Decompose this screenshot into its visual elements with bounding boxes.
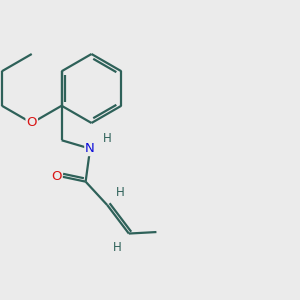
Text: O: O: [51, 170, 62, 183]
Text: H: H: [113, 242, 122, 254]
Text: H: H: [116, 186, 125, 199]
Text: N: N: [85, 142, 95, 155]
Text: O: O: [26, 116, 37, 130]
Text: H: H: [103, 132, 112, 145]
